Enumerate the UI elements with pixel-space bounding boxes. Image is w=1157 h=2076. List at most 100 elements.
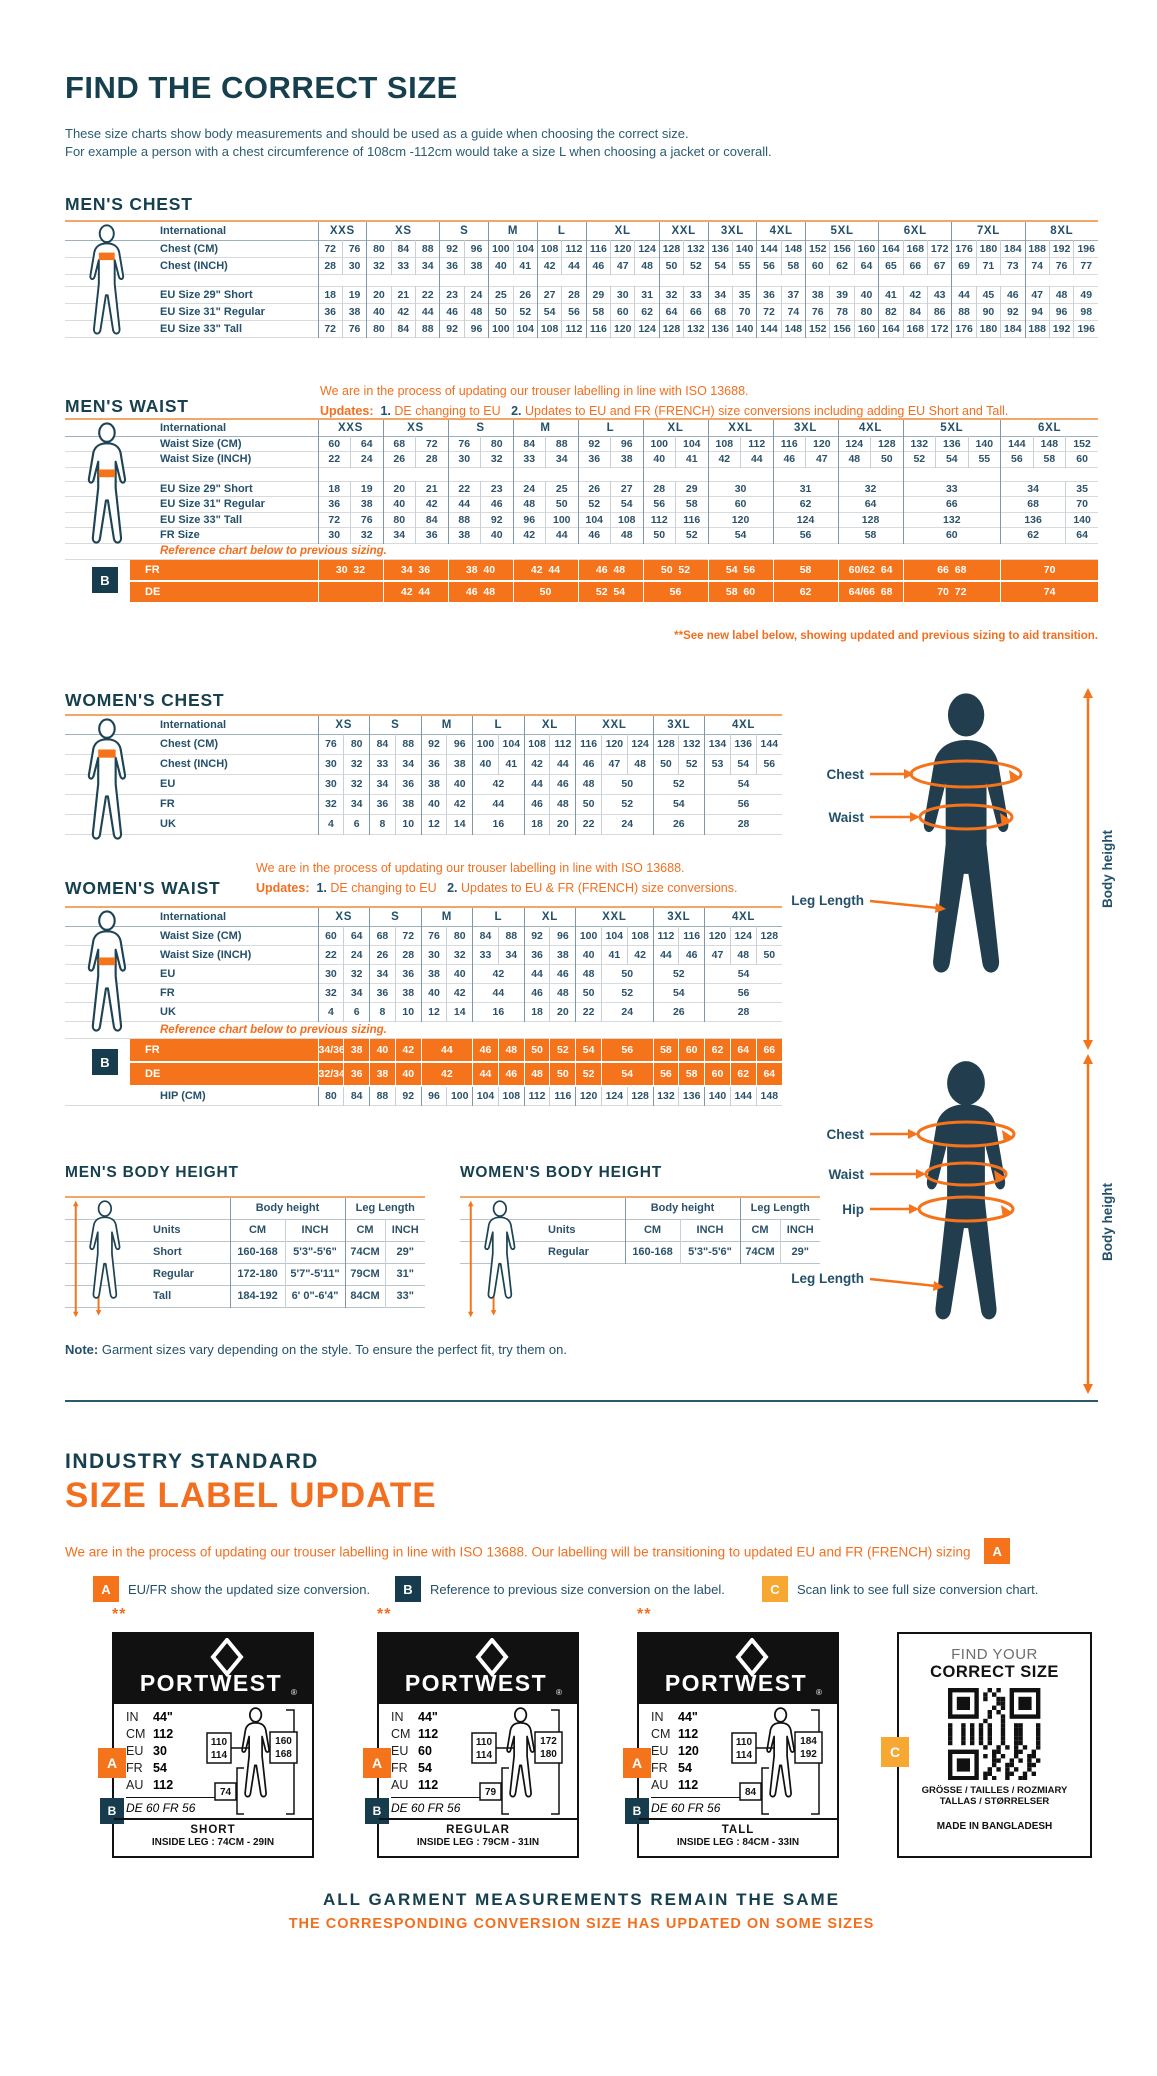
svg-text:114: 114: [476, 1750, 493, 1761]
size-cell: 48: [498, 1038, 525, 1062]
size-cell: 34: [383, 527, 416, 543]
man-chest-label: Chest: [826, 767, 864, 782]
size-group-header: M: [421, 907, 474, 926]
size-cell: 152: [1073, 437, 1091, 450]
svg-text:PORTWEST: PORTWEST: [405, 1670, 547, 1696]
size-group-header: XL: [643, 419, 709, 436]
size-group-header: L: [537, 221, 587, 240]
size-cell: 62: [773, 581, 839, 603]
size-cell: 116: [586, 240, 612, 257]
size-cell: 54: [737, 778, 750, 790]
size-group-header: XXL: [575, 715, 654, 734]
size-cell: 86: [927, 303, 953, 320]
size-cell: 22: [575, 1002, 602, 1021]
size-cell: 128: [627, 1086, 654, 1105]
size-cell: 52: [578, 496, 611, 512]
size-cell: 50: [601, 774, 654, 794]
size-cell: 30: [318, 774, 345, 794]
size-cell: 148: [1033, 436, 1067, 452]
size-row: EU Size 31" Regular 36 38 40 42 44 46 48 50 52 54 5…: [65, 496, 1099, 512]
size-cell: 20: [383, 481, 416, 497]
size-cell: 100: [643, 436, 677, 452]
size-cell: 44: [421, 1038, 474, 1062]
body-height-group: Body height: [625, 1197, 741, 1219]
body-height-group: Body height: [230, 1197, 346, 1219]
svg-text:192: 192: [800, 1749, 817, 1760]
size-cell: 36: [369, 794, 396, 814]
svg-text:84: 84: [745, 1787, 757, 1798]
card-size-row: AU 112: [126, 1778, 174, 1792]
size-cell: 50: [763, 948, 776, 961]
size-cell: 124: [838, 436, 872, 452]
size-cell: 168: [903, 240, 928, 257]
size-cell: 22: [575, 814, 602, 834]
size-cell: 8: [369, 814, 396, 834]
size-cell: 48: [549, 983, 577, 1002]
card-size-row: IN 44": [126, 1710, 173, 1724]
size-cell: 108: [610, 512, 644, 528]
size-cell: 116: [678, 926, 706, 945]
size-row: FR 32 34 36 38 40 42 44 46 48 50 52 54 56: [65, 983, 782, 1002]
size-cell: 14: [446, 814, 474, 834]
size-cell: 47: [1025, 286, 1050, 303]
size-cell: 112: [653, 926, 680, 945]
svg-text:74: 74: [220, 1787, 232, 1798]
size-cell: 28: [318, 257, 343, 274]
size-cell: 34: [343, 983, 371, 1002]
size-cell: 62: [704, 1038, 731, 1062]
size-cell: 8: [369, 1002, 396, 1021]
size-cell: 42: [472, 774, 525, 794]
card-figure-diagram: 110 114 184 192 84: [731, 1707, 823, 1815]
card-size-rows: IN 44" CM 112 EU 120 FR 54 AU 112 DE 60 FR 56: [651, 1709, 743, 1815]
size-cell: 64: [838, 496, 904, 512]
size-cell: 36: [524, 945, 551, 964]
size-group-header: XS: [383, 419, 449, 436]
size-cell: 46: [472, 1038, 499, 1062]
size-cell: 50: [870, 451, 904, 467]
size-cell: 132: [683, 240, 709, 257]
size-cell: 116: [675, 512, 709, 528]
size-cell: 38: [421, 774, 448, 794]
size-cell: 41: [675, 451, 709, 467]
size-cell: 84: [343, 1086, 371, 1105]
size-row: UK 4 6 8 10 12 14 16 18 20 22 24 26 28: [65, 814, 782, 834]
size-cell: 32/34: [318, 1062, 345, 1086]
reference-note: Reference chart below to previous sizing…: [160, 1023, 387, 1036]
size-cell: 58: [586, 303, 612, 320]
row-label: Waist Size (CM): [65, 436, 319, 452]
size-cell: 12: [421, 1002, 448, 1021]
size-group-header: 8XL: [1050, 224, 1074, 237]
row-label: EU Size 31" Regular: [65, 303, 319, 320]
size-cell: 64: [350, 436, 384, 452]
size-cell: 42: [421, 1062, 474, 1086]
size-cell: 56: [763, 758, 776, 770]
size-cell: 46: [1000, 286, 1026, 303]
size-cell: 42: [524, 754, 551, 774]
size-cell: 68: [369, 926, 396, 945]
card-size-rows: IN 44" CM 112 EU 60 FR 54 AU 112 DE 60 FR 56: [391, 1709, 483, 1815]
size-cell: 41: [878, 286, 904, 303]
size-cell: 56: [1000, 451, 1034, 467]
size-cell: 70 72: [903, 581, 1002, 603]
size-row: FR Size 30 32 34 36 38 40 42 44 46 48 50 52 54 56 58 60 6…: [65, 527, 1099, 543]
row-label: EU Size 29" Short: [65, 481, 319, 497]
header-label: International: [65, 715, 319, 734]
size-cell: 42 44: [513, 559, 579, 581]
womens-chest-title: WOMEN'S CHEST: [65, 690, 225, 710]
size-group-header: 3XL: [653, 715, 706, 734]
size-cell: 72: [318, 320, 343, 337]
size-cell: 32: [350, 527, 384, 543]
size-cell: 42: [415, 496, 449, 512]
card-size-row: IN 44": [651, 1710, 698, 1724]
size-group-header: 3XL: [773, 419, 839, 436]
size-cell: 12: [421, 814, 448, 834]
size-cell: 54: [935, 451, 969, 467]
size-cell: 188: [1025, 320, 1050, 337]
svg-text:180: 180: [540, 1749, 557, 1760]
qr-find-your: FIND YOUR: [951, 1646, 1038, 1663]
size-cell: 52: [653, 774, 706, 794]
size-row: FR 32 34 36 38 40 42 44 46 48 50 52 54 56: [65, 794, 782, 814]
qr-langs-2: TALLAS / STØRRELSER: [939, 1796, 1050, 1808]
size-cell: 34: [1000, 481, 1067, 497]
size-cell: 96: [464, 240, 490, 257]
